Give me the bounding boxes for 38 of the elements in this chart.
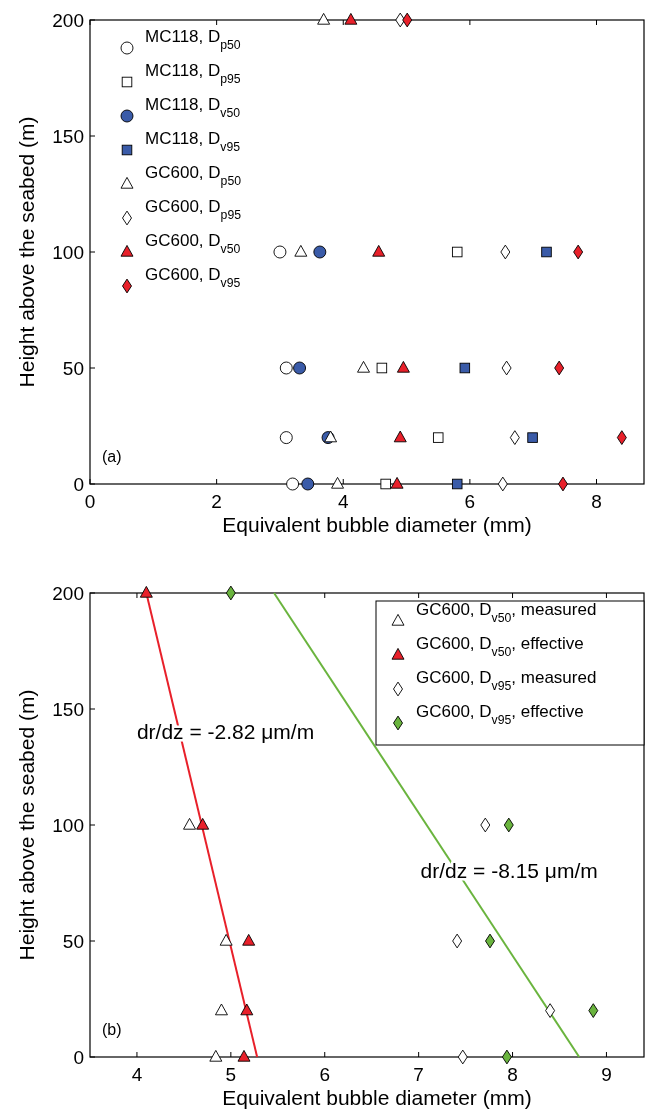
y-axis-title: Height above the seabed (m) <box>15 689 38 961</box>
x-tick-label: 7 <box>413 1064 424 1085</box>
x-tick-label: 6 <box>464 491 476 512</box>
y-axis-title: Height above the seabed (m) <box>15 116 38 388</box>
legend-label: GC600, D$_{v95}$ <box>145 265 241 290</box>
x-axis-title: Equivalent bubble diameter (mm) <box>222 513 532 536</box>
y-tick-label: 50 <box>62 931 84 952</box>
y-tick-label: 100 <box>52 815 84 836</box>
legend-label: GC600, D$_{v50}$, effective <box>416 634 584 659</box>
y-tick-label: 150 <box>52 699 84 720</box>
legend-label: MC118, D$_{v50}$ <box>145 95 241 120</box>
x-tick-label: 6 <box>319 1064 331 1085</box>
y-tick-label: 200 <box>52 583 84 604</box>
x-tick-label: 4 <box>131 1064 143 1085</box>
y-tick-label: 100 <box>52 242 84 263</box>
x-axis-title: Equivalent bubble diameter (mm) <box>222 1086 532 1109</box>
y-tick-label: 150 <box>52 126 84 147</box>
x-tick-label: 5 <box>225 1064 237 1085</box>
y-tick-label: 50 <box>62 358 84 379</box>
annotation: (a) <box>102 448 122 465</box>
legend-label: GC600, D$_{v95}$, measured <box>416 668 597 693</box>
y-tick-label: 0 <box>73 1047 84 1068</box>
legend-label: GC600, D$_{p50}$ <box>145 163 242 188</box>
x-tick-label: 8 <box>591 491 602 512</box>
legend-label: MC118, D$_{p95}$ <box>145 61 241 86</box>
legend-label: GC600, D$_{p95}$ <box>145 197 242 222</box>
x-tick-label: 2 <box>211 491 222 512</box>
legend-label: MC118, D$_{v95}$ <box>145 129 241 154</box>
x-tick-label: 8 <box>507 1064 518 1085</box>
legend-label: GC600, D$_{v50}$, measured <box>416 600 597 625</box>
x-tick-label: 4 <box>337 491 349 512</box>
legend-label: GC600, D$_{v50}$ <box>145 231 241 256</box>
y-tick-label: 200 <box>52 10 84 31</box>
legend-label: MC118, D$_{p50}$ <box>145 27 241 52</box>
x-tick-label: 9 <box>601 1064 612 1085</box>
y-tick-label: 0 <box>73 474 84 495</box>
annotation: (b) <box>102 1021 122 1038</box>
legend-label: GC600, D$_{v95}$, effective <box>416 702 584 727</box>
